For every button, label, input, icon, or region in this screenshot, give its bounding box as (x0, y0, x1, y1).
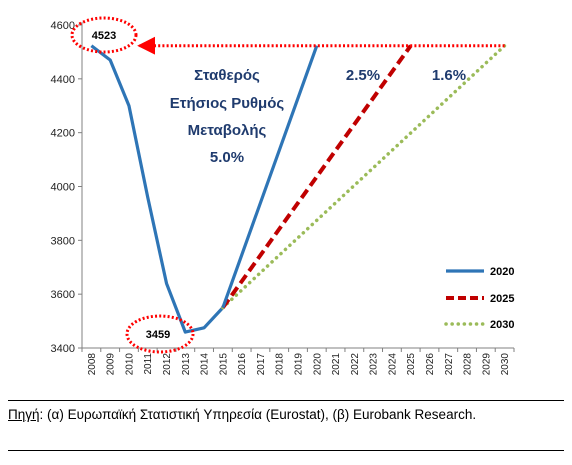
scenario-line-2025 (221, 44, 413, 309)
y-tick-label: 4200 (51, 128, 75, 140)
y-tick-label: 4400 (51, 74, 75, 86)
rate-2030-label: 1.6% (432, 67, 466, 84)
source-note: Πηγή: (α) Ευρωπαϊκή Στατιστική Υπηρεσία … (8, 404, 564, 425)
x-tick-label: 2029 (481, 353, 492, 376)
x-tick-label: 2017 (256, 353, 267, 376)
x-tick-label: 2026 (425, 353, 436, 376)
rate-main-line: 5.0% (210, 149, 244, 166)
scenario-line-2020 (221, 45, 319, 309)
scenario-line-2030 (221, 43, 507, 310)
y-tick-label: 4000 (51, 182, 75, 194)
source-text: : (α) Ευρωπαϊκή Στατιστική Υπηρεσία (Eur… (39, 407, 477, 422)
legend-label-2020: 2020 (490, 266, 514, 278)
x-tick-label: 2019 (294, 353, 305, 376)
source-bottom-rule (8, 450, 564, 451)
x-tick-label: 2021 (331, 353, 342, 376)
source-top-rule (8, 400, 564, 401)
x-tick-label: 2014 (200, 353, 211, 376)
rate-main-line: Ετήσιος Ρυθμός (170, 95, 285, 112)
x-tick-label: 2023 (369, 353, 380, 376)
historical-line (90, 44, 225, 334)
x-tick-label: 2011 (143, 353, 154, 375)
rate-2025-label: 2.5% (346, 67, 380, 84)
y-tick-label: 4600 (51, 20, 75, 32)
x-tick-label: 2010 (124, 353, 135, 376)
y-tick-label: 3800 (51, 235, 75, 247)
x-tick-label: 2018 (275, 353, 286, 376)
y-tick-label: 3400 (51, 343, 75, 355)
x-tick-label: 2028 (463, 353, 474, 376)
x-tick-label: 2012 (162, 353, 173, 376)
legend-label-2025: 2025 (490, 293, 514, 305)
x-tick-label: 2013 (181, 353, 192, 376)
series-group (90, 43, 507, 334)
x-tick-label: 2025 (406, 353, 417, 376)
x-tick-label: 2008 (87, 353, 98, 376)
annotations: 4523 3459 Σταθερός Ετήσιος Ρυθμός Μεταβολής 5… (70, 16, 505, 354)
x-tick-label: 2024 (387, 353, 398, 376)
x-tick-label: 2016 (237, 353, 248, 376)
peak-circle (70, 16, 138, 54)
rate-main-line: Σταθερός (194, 67, 260, 84)
x-axis-ticks: 2008 2009 2010 2011 2012 2013 2014 2015 2016 2017… (81, 348, 515, 376)
peak-value-label: 4523 (92, 30, 116, 42)
x-tick-label: 2027 (444, 353, 455, 376)
trough-circle (125, 314, 195, 354)
source-label: Πηγή (8, 407, 40, 422)
trough-value-label: 3459 (146, 329, 170, 341)
chart: 3400 3600 3800 4000 4200 4400 4600 2008 2009 201… (51, 16, 515, 376)
y-axis-ticks: 3400 3600 3800 4000 4200 4400 4600 (51, 20, 82, 355)
x-tick-label: 2020 (312, 353, 323, 376)
x-tick-label: 2022 (350, 353, 361, 376)
rate-main-line: Μεταβολής (188, 122, 267, 139)
x-tick-label: 2015 (218, 353, 229, 376)
x-tick-label: 2009 (106, 353, 117, 376)
legend: 2020 2025 2030 (444, 266, 514, 331)
y-tick-label: 3600 (51, 289, 75, 301)
legend-label-2030: 2030 (490, 319, 514, 331)
x-tick-label: 2030 (500, 353, 511, 376)
